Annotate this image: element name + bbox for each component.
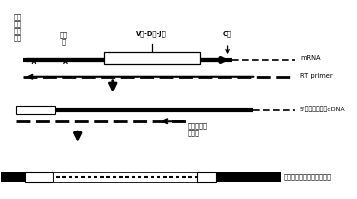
Bar (53, 172, 197, 182)
Text: 信号
区: 信号 区 (60, 31, 68, 45)
Bar (1, 172, 25, 182)
Text: mRNA: mRNA (300, 55, 321, 61)
Text: V区-D区-J区: V区-D区-J区 (136, 31, 167, 37)
Text: 含分子标记的文库结构示意: 含分子标记的文库结构示意 (283, 174, 332, 180)
Bar (16, 106, 55, 114)
Bar (197, 172, 216, 182)
Bar (216, 172, 281, 182)
Text: 5'端含分子标记cDNA: 5'端含分子标记cDNA (300, 107, 346, 112)
Bar (104, 52, 200, 64)
Text: C区: C区 (223, 31, 232, 37)
Bar (25, 172, 53, 182)
Text: RT primer: RT primer (300, 73, 333, 79)
Text: 分子标记下
游引物: 分子标记下 游引物 (188, 122, 208, 137)
Text: 分子
标记
转换
接头: 分子 标记 转换 接头 (14, 13, 21, 41)
